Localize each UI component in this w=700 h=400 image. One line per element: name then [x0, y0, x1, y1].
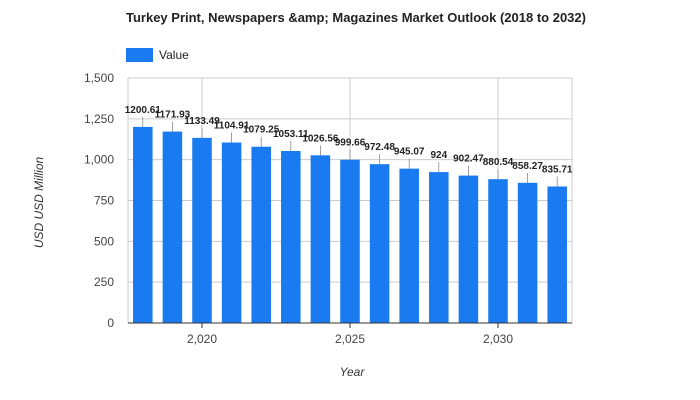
bar[interactable]	[133, 126, 153, 324]
bar[interactable]	[221, 142, 242, 323]
y-tick-label: 1,500	[84, 71, 114, 85]
bar[interactable]	[340, 159, 360, 323]
data-label: 972.48	[364, 142, 395, 153]
y-tick-label: 750	[94, 194, 114, 208]
data-label: 1133.49	[184, 116, 220, 127]
chart-title: Turkey Print, Newspapers &amp; Magazines…	[126, 10, 586, 25]
bar[interactable]	[251, 146, 271, 323]
y-tick-label: 0	[107, 316, 114, 330]
bar[interactable]	[162, 131, 183, 323]
bar[interactable]	[281, 150, 301, 323]
y-tick-label: 1,000	[84, 153, 114, 167]
data-label: 945.07	[394, 147, 425, 158]
data-label: 1104.91	[214, 121, 250, 132]
x-tick-label: 2,020	[187, 332, 217, 346]
data-label: 858.27	[512, 161, 543, 172]
bar[interactable]	[369, 164, 390, 323]
y-tick-label: 1,250	[84, 112, 114, 126]
bar[interactable]	[458, 175, 479, 323]
x-tick-label: 2,025	[335, 332, 365, 346]
bar[interactable]	[192, 137, 212, 323]
data-label: 835.71	[542, 165, 573, 176]
y-tick-label: 500	[94, 234, 114, 248]
bar[interactable]	[488, 179, 508, 323]
bar[interactable]	[547, 186, 567, 323]
bar[interactable]	[429, 172, 449, 323]
data-label: 1026.56	[302, 133, 339, 144]
data-label: 999.66	[335, 138, 366, 149]
data-label: 924	[430, 150, 447, 161]
x-axis-title: Year	[340, 365, 366, 379]
bar[interactable]	[310, 155, 331, 323]
data-label: 1200.61	[125, 105, 162, 116]
data-label: 902.47	[453, 154, 484, 165]
legend-label: Value	[159, 48, 189, 62]
data-label: 1079.25	[243, 125, 280, 136]
legend[interactable]: Value	[126, 48, 189, 62]
x-tick-label: 2,030	[483, 332, 513, 346]
legend-swatch	[126, 48, 153, 62]
data-label: 1053.11	[273, 129, 309, 140]
y-tick-label: 250	[94, 275, 114, 289]
data-label: 880.54	[483, 157, 514, 168]
y-axis-title: USD USD Million	[32, 157, 46, 249]
bar[interactable]	[517, 182, 538, 323]
data-label: 1171.93	[155, 110, 191, 121]
bar[interactable]	[399, 168, 419, 323]
